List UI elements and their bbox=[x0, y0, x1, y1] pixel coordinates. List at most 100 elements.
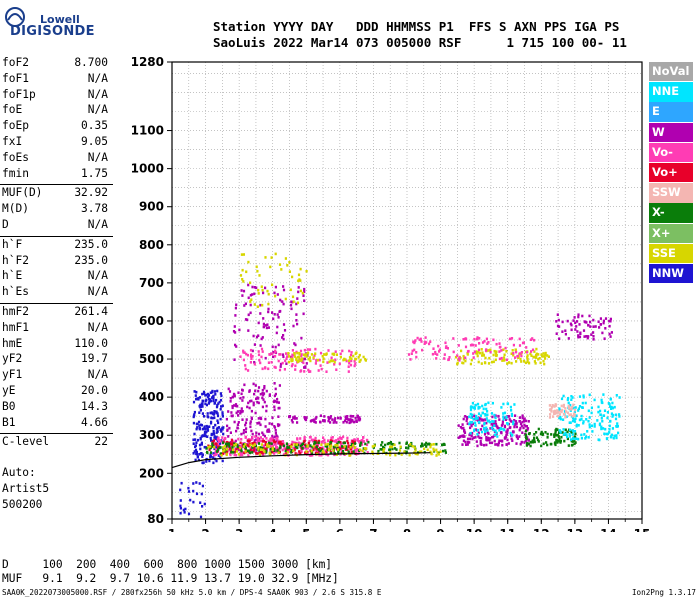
software-version: Ion2Png 1.3.17 bbox=[631, 588, 696, 597]
echo-point bbox=[608, 424, 611, 428]
echo-point bbox=[371, 450, 374, 454]
echo-point bbox=[544, 431, 547, 434]
echo-point bbox=[529, 444, 532, 448]
echo-point bbox=[531, 337, 534, 340]
echo-point bbox=[425, 445, 428, 448]
echo-point bbox=[468, 437, 471, 441]
echo-point bbox=[477, 412, 481, 415]
echo-point bbox=[480, 430, 484, 434]
echo-point bbox=[281, 448, 284, 452]
echo-point bbox=[330, 439, 333, 443]
echo-point bbox=[337, 416, 340, 420]
echo-point bbox=[263, 450, 266, 453]
echo-point bbox=[347, 370, 350, 373]
echo-point bbox=[578, 395, 582, 398]
echo-point bbox=[209, 455, 212, 459]
echo-point bbox=[311, 454, 314, 457]
echo-point bbox=[570, 431, 573, 434]
echo-point bbox=[472, 356, 475, 359]
echo-point bbox=[261, 446, 264, 450]
echo-point bbox=[574, 441, 577, 444]
echo-point bbox=[473, 428, 476, 432]
echo-point bbox=[225, 450, 228, 454]
param-row: h`F2 235.0 bbox=[0, 254, 113, 270]
echo-point bbox=[436, 353, 439, 356]
echo-point bbox=[580, 436, 583, 440]
echo-point bbox=[399, 445, 402, 449]
echo-point bbox=[271, 311, 274, 314]
echo-point bbox=[194, 438, 197, 441]
echo-point bbox=[365, 438, 369, 442]
echo-point bbox=[206, 412, 209, 415]
echo-point bbox=[322, 360, 325, 364]
echo-point bbox=[508, 415, 511, 418]
echo-point bbox=[339, 442, 342, 446]
echo-point bbox=[233, 358, 236, 361]
echo-point bbox=[325, 370, 328, 373]
echo-point bbox=[256, 269, 259, 273]
echo-point bbox=[494, 416, 497, 420]
echo-point bbox=[234, 343, 237, 347]
echo-point bbox=[313, 354, 316, 357]
echo-point bbox=[199, 408, 202, 412]
echo-point bbox=[561, 408, 564, 412]
echo-point bbox=[488, 441, 492, 445]
echo-point bbox=[323, 441, 326, 445]
echo-point bbox=[207, 394, 211, 397]
echo-point bbox=[293, 355, 296, 358]
echo-point bbox=[267, 361, 270, 364]
echo-point bbox=[218, 442, 222, 445]
echo-point bbox=[241, 410, 244, 413]
echo-point bbox=[251, 355, 254, 358]
echo-point bbox=[319, 351, 323, 355]
echo-point bbox=[315, 445, 318, 449]
echo-point bbox=[259, 436, 262, 439]
echo-point bbox=[566, 319, 569, 323]
echo-point bbox=[518, 416, 521, 419]
echo-point bbox=[305, 355, 308, 358]
echo-point bbox=[206, 395, 209, 399]
echo-point bbox=[597, 410, 600, 414]
echo-point bbox=[559, 409, 562, 413]
echo-point bbox=[237, 421, 240, 424]
echo-point bbox=[254, 411, 257, 415]
echo-point bbox=[243, 304, 246, 307]
echo-point bbox=[454, 355, 458, 359]
echo-point bbox=[510, 437, 513, 441]
echo-point bbox=[535, 431, 538, 434]
echo-point bbox=[202, 392, 205, 395]
echo-point bbox=[205, 447, 208, 450]
echo-point bbox=[264, 286, 267, 290]
echo-point bbox=[438, 350, 441, 353]
y-tick-label: 800 bbox=[139, 238, 164, 252]
echo-point bbox=[242, 429, 246, 432]
echo-point bbox=[491, 415, 494, 419]
echo-point bbox=[575, 325, 578, 328]
echo-point bbox=[301, 291, 304, 295]
param-label: h`F2 bbox=[2, 253, 29, 267]
echo-point bbox=[363, 447, 366, 450]
param-value: N/A bbox=[87, 217, 108, 231]
echo-point bbox=[425, 441, 428, 445]
echo-point bbox=[471, 422, 474, 426]
echo-point bbox=[490, 426, 493, 430]
echo-point bbox=[239, 355, 242, 358]
echo-point bbox=[502, 415, 505, 418]
echo-point bbox=[221, 413, 224, 416]
echo-point bbox=[477, 416, 481, 420]
echo-point bbox=[281, 336, 284, 339]
echo-point bbox=[559, 441, 562, 444]
echo-point bbox=[202, 434, 206, 438]
echo-point bbox=[426, 448, 429, 452]
echo-point bbox=[610, 331, 613, 334]
param-label: yF1 bbox=[2, 368, 23, 382]
echo-point bbox=[603, 409, 607, 412]
echo-point bbox=[240, 432, 243, 436]
echo-point bbox=[573, 410, 576, 414]
echo-point bbox=[303, 299, 306, 302]
echo-point bbox=[253, 443, 256, 446]
echo-point bbox=[483, 340, 486, 343]
echo-point bbox=[615, 425, 618, 428]
echo-point bbox=[574, 435, 577, 439]
echo-point bbox=[250, 298, 253, 301]
